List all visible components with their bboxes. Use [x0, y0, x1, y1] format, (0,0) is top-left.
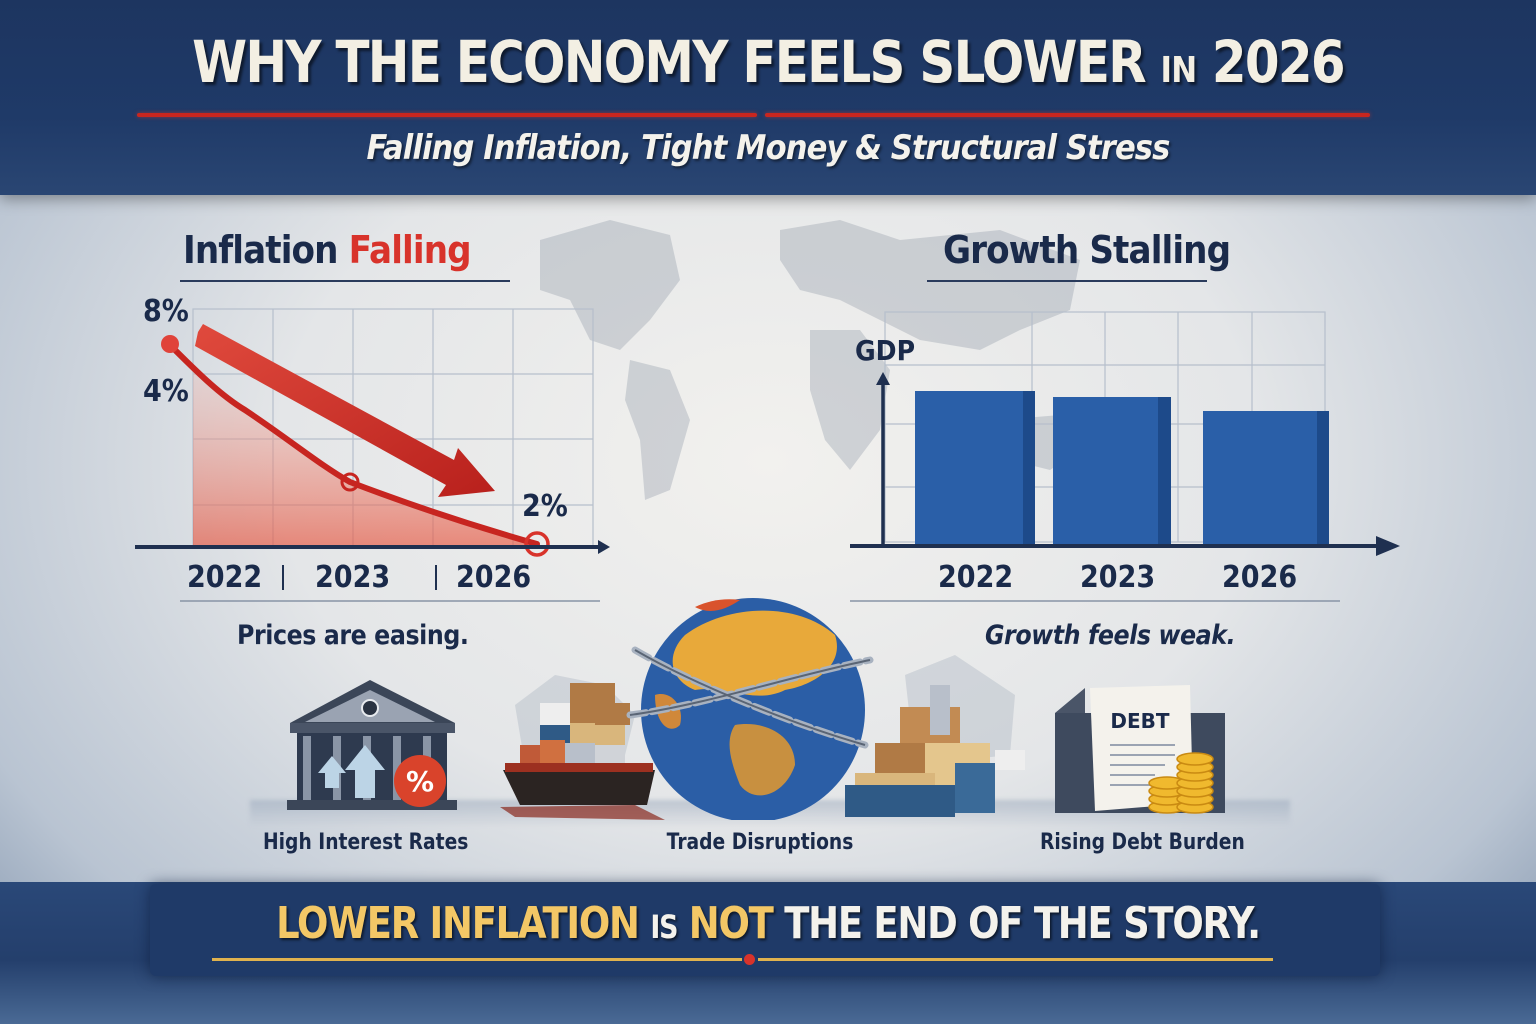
svg-text:DEBT: DEBT — [1110, 709, 1170, 733]
growth-caption: Growth feels weak. — [985, 620, 1236, 651]
page-subtitle: Falling Inflation, Tight Money & Structu… — [366, 128, 1171, 168]
x-tick-2026: 2026 — [456, 560, 532, 595]
inflation-area — [193, 366, 537, 546]
growth-title-rule — [927, 280, 1207, 282]
x-axis-arrow-icon — [1376, 536, 1400, 556]
growth-title: Growth Stalling — [943, 228, 1231, 272]
driver-label-debt: Rising Debt Burden — [1040, 830, 1245, 855]
y-tick-4: 4% — [143, 374, 189, 409]
inflation-line — [167, 342, 540, 547]
footer-tagline: LOWER INFLATION IS NOT THE END OF THE ST… — [123, 898, 1413, 949]
gdp-x-tick-2022: 2022 — [938, 560, 1014, 595]
footer-rule-left — [212, 958, 742, 961]
gdp-axis-label: GDP — [855, 334, 916, 367]
x-tick-2023: 2023 — [315, 560, 391, 595]
point-label-2026: 2% — [522, 489, 568, 524]
title-rule-right — [765, 113, 1370, 117]
footer-part1: LOWER INFLATION — [276, 898, 640, 949]
page-title: WHY THE ECONOMY FEELS SLOWER IN 2026 — [108, 28, 1429, 96]
gdp-bars — [915, 391, 1329, 545]
inflation-caption: Prices are easing. — [237, 620, 469, 651]
title-in: IN — [1160, 50, 1198, 91]
bar-2023 — [1053, 397, 1158, 545]
driver-label-trade: Trade Disruptions — [666, 830, 854, 855]
title-rule-left — [137, 113, 757, 117]
bar-2026 — [1203, 411, 1317, 545]
header-band — [0, 0, 1536, 195]
chained-globe-icon — [500, 598, 1025, 820]
x-tick-2022: 2022 — [187, 560, 263, 595]
footer-part2: IS — [650, 908, 678, 946]
point-2023 — [340, 472, 360, 492]
axis-arrow-icon — [598, 540, 610, 554]
inflation-title: Inflation Falling — [183, 228, 472, 272]
footer-part3: NOT — [688, 898, 774, 949]
driver-label-interest: High Interest Rates — [263, 830, 469, 855]
bar-2022 — [915, 391, 1023, 545]
gdp-x-tick-2026: 2026 — [1222, 560, 1298, 595]
footer-part4: THE END OF THE STORY. — [784, 898, 1261, 949]
svg-text:%: % — [406, 765, 434, 798]
title-main: WHY THE ECONOMY FEELS SLOWER — [192, 28, 1147, 96]
inflation-title-dark: Inflation — [183, 228, 338, 272]
inflation-title-red: Falling — [348, 228, 472, 272]
debt-document-icon: DEBT — [1055, 685, 1225, 814]
y-axis-arrow-icon — [876, 372, 890, 385]
y-tick-8: 8% — [143, 294, 189, 329]
bank-percent-icon: % — [287, 680, 457, 810]
inflation-title-rule — [180, 280, 510, 282]
point-2022 — [161, 335, 179, 353]
footer-rule-right — [758, 958, 1273, 961]
footer-rule-dot — [744, 954, 755, 965]
title-year: 2026 — [1211, 28, 1346, 96]
gdp-x-tick-2023: 2023 — [1080, 560, 1156, 595]
point-2026 — [524, 531, 550, 557]
trend-arrow-icon — [195, 324, 495, 497]
